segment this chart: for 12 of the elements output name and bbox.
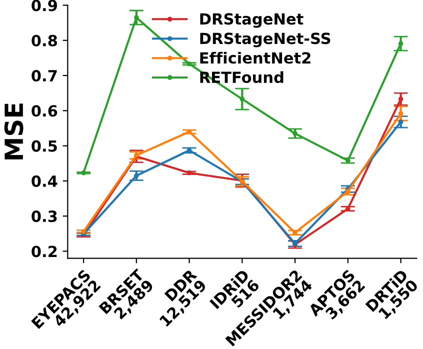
legend-label: DRStageNet-SS: [200, 32, 330, 48]
y-tick-label: 0.5: [32, 140, 57, 152]
legend-label: DRStageNet: [200, 13, 304, 28]
y-tick-label: 0.7: [32, 70, 57, 82]
y-tick-label: 0.9: [32, 0, 57, 12]
legend-label: EfficientNet2: [200, 52, 310, 64]
y-tick-label: 0.6: [32, 105, 58, 117]
y-tick-label: 0.3: [32, 210, 57, 222]
y-axis-title: MSE: [4, 104, 24, 160]
y-tick-label: 0.8: [32, 34, 58, 46]
y-tick-label: 0.4: [32, 175, 58, 187]
y-tick-label: 0.2: [32, 246, 57, 258]
